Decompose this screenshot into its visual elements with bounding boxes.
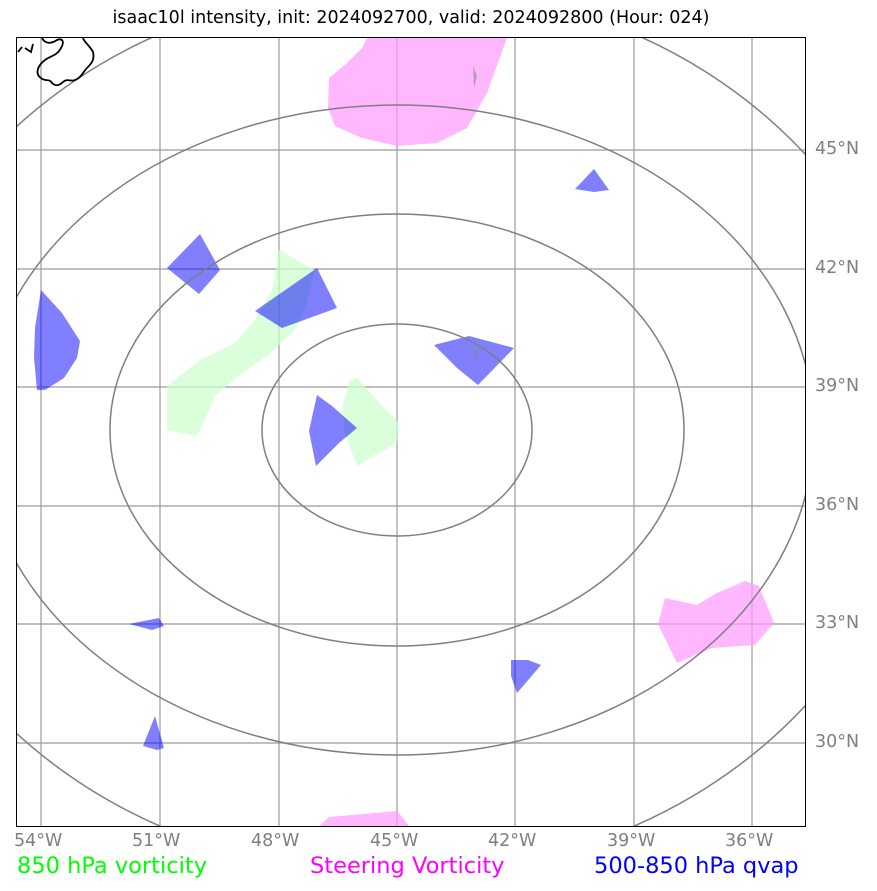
range-ring-1 xyxy=(261,323,533,537)
legend-vorticity-850: 850 hPa vorticity xyxy=(17,853,208,879)
legend-qvap: 500-850 hPa qvap xyxy=(594,853,799,879)
lat-label-39: 39°N xyxy=(815,376,860,396)
lon-label-48: 48°W xyxy=(251,831,300,851)
grid-lines xyxy=(17,38,805,826)
lon-label-39: 39°W xyxy=(607,831,656,851)
steering-vorticity-fill xyxy=(319,38,774,826)
lon-label-54: 54°W xyxy=(14,831,63,851)
lat-label-42: 42°N xyxy=(815,258,860,278)
lon-label-45: 45°W xyxy=(370,831,419,851)
lon-label-51: 51°W xyxy=(132,831,181,851)
range-ring-4 xyxy=(17,38,805,826)
map-panel[interactable] xyxy=(16,37,806,827)
lat-label-36: 36°N xyxy=(815,495,860,515)
range-ring-2 xyxy=(109,213,685,647)
range-rings xyxy=(17,38,805,826)
range-ring-3 xyxy=(17,104,805,756)
lon-label-36: 36°W xyxy=(725,831,774,851)
lon-label-42: 42°W xyxy=(488,831,537,851)
lat-label-30: 30°N xyxy=(815,732,860,752)
coastline xyxy=(17,38,95,87)
lat-label-33: 33°N xyxy=(815,613,860,633)
contour-slivers xyxy=(473,66,479,360)
map-title: isaac10l intensity, init: 2024092700, va… xyxy=(112,8,710,28)
legend-steering-vorticity: Steering Vorticity xyxy=(310,853,505,879)
lat-label-45: 45°N xyxy=(815,139,860,159)
qvap-fill xyxy=(34,169,609,750)
map-canvas xyxy=(17,38,805,826)
